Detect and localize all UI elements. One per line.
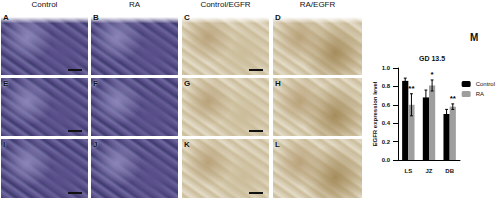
svg-text:0.0: 0.0 bbox=[382, 157, 391, 163]
svg-text:**: ** bbox=[450, 94, 457, 103]
svg-text:DB: DB bbox=[445, 168, 454, 174]
html-text:E: E bbox=[3, 79, 9, 88]
svg-text:RA: RA bbox=[476, 91, 484, 97]
svg-text:1.0: 1.0 bbox=[382, 65, 391, 71]
html-text:RA: RA bbox=[128, 0, 141, 9]
svg-text:**: ** bbox=[408, 84, 415, 93]
svg-text:Control: Control bbox=[476, 81, 495, 87]
svg-text:0.6: 0.6 bbox=[382, 102, 391, 108]
html-text:Control: Control bbox=[31, 0, 58, 9]
html-text:A: A bbox=[3, 13, 9, 22]
html-text:F: F bbox=[93, 79, 98, 88]
svg-text:*: * bbox=[431, 70, 435, 79]
html-text:L: L bbox=[275, 140, 280, 149]
html-text:H: H bbox=[275, 79, 281, 88]
html-text:B: B bbox=[93, 13, 99, 22]
html-text:G: G bbox=[184, 79, 191, 88]
html-text:J: J bbox=[93, 140, 98, 149]
html-text:Control/EGFR: Control/EGFR bbox=[200, 0, 251, 9]
html-text:RA/EGFR: RA/EGFR bbox=[299, 0, 336, 9]
svg-text:LS: LS bbox=[404, 168, 412, 174]
html-text:M: M bbox=[470, 32, 479, 43]
html-text:K: K bbox=[184, 140, 190, 149]
html-text:D: D bbox=[275, 13, 281, 22]
svg-text:JZ: JZ bbox=[425, 168, 432, 174]
svg-text:0.8: 0.8 bbox=[382, 83, 391, 89]
html-text:I: I bbox=[3, 140, 6, 149]
svg-text:EGFR expression level: EGFR expression level bbox=[372, 81, 378, 146]
svg-text:GD 13.5: GD 13.5 bbox=[419, 55, 445, 62]
svg-text:0.2: 0.2 bbox=[382, 139, 391, 145]
html-text:C: C bbox=[184, 13, 190, 22]
svg-text:0.4: 0.4 bbox=[382, 120, 391, 126]
